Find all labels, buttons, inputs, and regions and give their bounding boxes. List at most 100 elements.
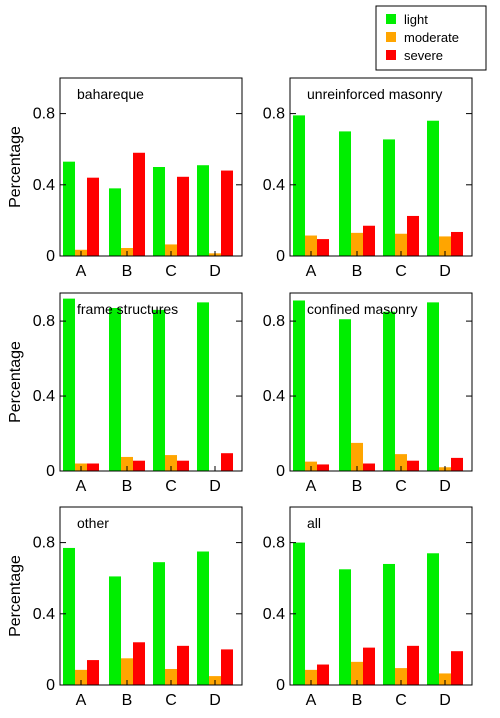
xtick-label: B bbox=[352, 692, 363, 709]
ytick-label: 0.4 bbox=[263, 177, 285, 194]
legend-swatch-light bbox=[386, 14, 396, 24]
bar-bahareque-severe-d bbox=[221, 170, 233, 256]
xtick-label: A bbox=[76, 478, 87, 495]
plot-frame bbox=[289, 506, 473, 686]
ytick-label: 0.8 bbox=[263, 313, 285, 330]
xtick-label: C bbox=[165, 478, 177, 495]
legend-label-severe: severe bbox=[404, 48, 443, 63]
bar-other-light-d bbox=[197, 551, 209, 685]
bar-confined-masonry-severe-c bbox=[407, 460, 419, 471]
bar-all-light-c bbox=[383, 563, 395, 685]
bar-bahareque-moderate-c bbox=[165, 244, 177, 256]
xtick-label: C bbox=[395, 478, 407, 495]
xtick-label: C bbox=[395, 263, 407, 280]
bar-confined-masonry-moderate-b bbox=[351, 442, 363, 471]
bar-unreinforced-masonry-light-a bbox=[293, 115, 305, 256]
xtick-label: B bbox=[122, 478, 133, 495]
xtick-label: D bbox=[209, 478, 221, 495]
ytick-label: 0 bbox=[46, 677, 55, 694]
plot-frame bbox=[289, 292, 473, 472]
plot-frame bbox=[59, 292, 243, 472]
bar-bahareque-light-b bbox=[109, 188, 121, 256]
xtick-label: D bbox=[439, 478, 451, 495]
xtick-label: A bbox=[76, 263, 87, 280]
bar-all-moderate-a bbox=[305, 669, 317, 685]
ytick-label: 0.4 bbox=[263, 388, 285, 405]
legend-swatch-severe bbox=[386, 50, 396, 60]
bar-confined-masonry-light-b bbox=[339, 319, 351, 471]
panel-title: all bbox=[307, 515, 321, 531]
xtick-label: B bbox=[352, 263, 363, 280]
xtick-label: D bbox=[439, 692, 451, 709]
bar-all-light-b bbox=[339, 569, 351, 685]
ytick-label: 0.8 bbox=[33, 535, 55, 552]
bar-all-severe-d bbox=[451, 651, 463, 685]
bar-all-moderate-b bbox=[351, 661, 363, 685]
bar-all-moderate-d bbox=[439, 673, 451, 685]
ytick-label: 0.4 bbox=[33, 177, 55, 194]
y-axis-label: Percentage bbox=[7, 555, 24, 637]
y-axis-label: Percentage bbox=[7, 341, 24, 423]
plot-frame bbox=[59, 506, 243, 686]
panel-title: frame structures bbox=[77, 301, 178, 317]
ytick-label: 0.4 bbox=[263, 606, 285, 623]
xtick-label: B bbox=[122, 263, 133, 280]
bar-all-severe-c bbox=[407, 645, 419, 685]
bar-unreinforced-masonry-moderate-c bbox=[395, 233, 407, 256]
bar-unreinforced-masonry-severe-c bbox=[407, 215, 419, 256]
bar-other-light-b bbox=[109, 576, 121, 685]
bar-confined-masonry-light-a bbox=[293, 300, 305, 471]
bar-unreinforced-masonry-severe-d bbox=[451, 231, 463, 256]
panel-title: other bbox=[77, 515, 109, 531]
bar-frame-structures-light-c bbox=[153, 309, 165, 471]
bar-bahareque-light-a bbox=[63, 161, 75, 256]
bar-confined-masonry-light-c bbox=[383, 311, 395, 471]
bar-confined-masonry-light-d bbox=[427, 302, 439, 471]
bar-bahareque-light-d bbox=[197, 165, 209, 256]
bar-other-severe-a bbox=[87, 660, 99, 685]
panel-title: bahareque bbox=[77, 86, 144, 102]
bar-confined-masonry-severe-b bbox=[363, 463, 375, 471]
bar-frame-structures-moderate-c bbox=[165, 455, 177, 471]
bar-all-light-a bbox=[293, 542, 305, 685]
bar-confined-masonry-moderate-c bbox=[395, 454, 407, 471]
xtick-label: B bbox=[352, 478, 363, 495]
xtick-label: A bbox=[76, 692, 87, 709]
bar-bahareque-light-c bbox=[153, 167, 165, 256]
xtick-label: C bbox=[165, 692, 177, 709]
ytick-label: 0.4 bbox=[33, 606, 55, 623]
panel-title: confined masonry bbox=[307, 301, 418, 317]
xtick-label: A bbox=[306, 478, 317, 495]
legend-swatch-moderate bbox=[386, 32, 396, 42]
xtick-label: C bbox=[395, 692, 407, 709]
bar-frame-structures-severe-c bbox=[177, 460, 189, 471]
bar-bahareque-severe-b bbox=[133, 152, 145, 256]
bar-other-moderate-c bbox=[165, 668, 177, 685]
ytick-label: 0.8 bbox=[33, 313, 55, 330]
bar-bahareque-severe-a bbox=[87, 177, 99, 256]
y-axis-label: Percentage bbox=[7, 126, 24, 208]
bar-unreinforced-masonry-moderate-a bbox=[305, 235, 317, 256]
bar-all-severe-b bbox=[363, 647, 375, 685]
bar-other-severe-b bbox=[133, 642, 145, 685]
xtick-label: C bbox=[165, 263, 177, 280]
bar-bahareque-severe-c bbox=[177, 176, 189, 256]
plot-frame bbox=[289, 77, 473, 257]
bar-unreinforced-masonry-light-d bbox=[427, 120, 439, 256]
bar-frame-structures-moderate-b bbox=[121, 456, 133, 471]
bar-other-severe-d bbox=[221, 649, 233, 685]
bar-other-light-c bbox=[153, 562, 165, 685]
bar-unreinforced-masonry-moderate-b bbox=[351, 232, 363, 256]
bar-confined-masonry-severe-a bbox=[317, 464, 329, 471]
ytick-label: 0.4 bbox=[33, 388, 55, 405]
bar-all-severe-a bbox=[317, 664, 329, 685]
bar-other-severe-c bbox=[177, 645, 189, 685]
xtick-label: A bbox=[306, 263, 317, 280]
xtick-label: D bbox=[439, 263, 451, 280]
